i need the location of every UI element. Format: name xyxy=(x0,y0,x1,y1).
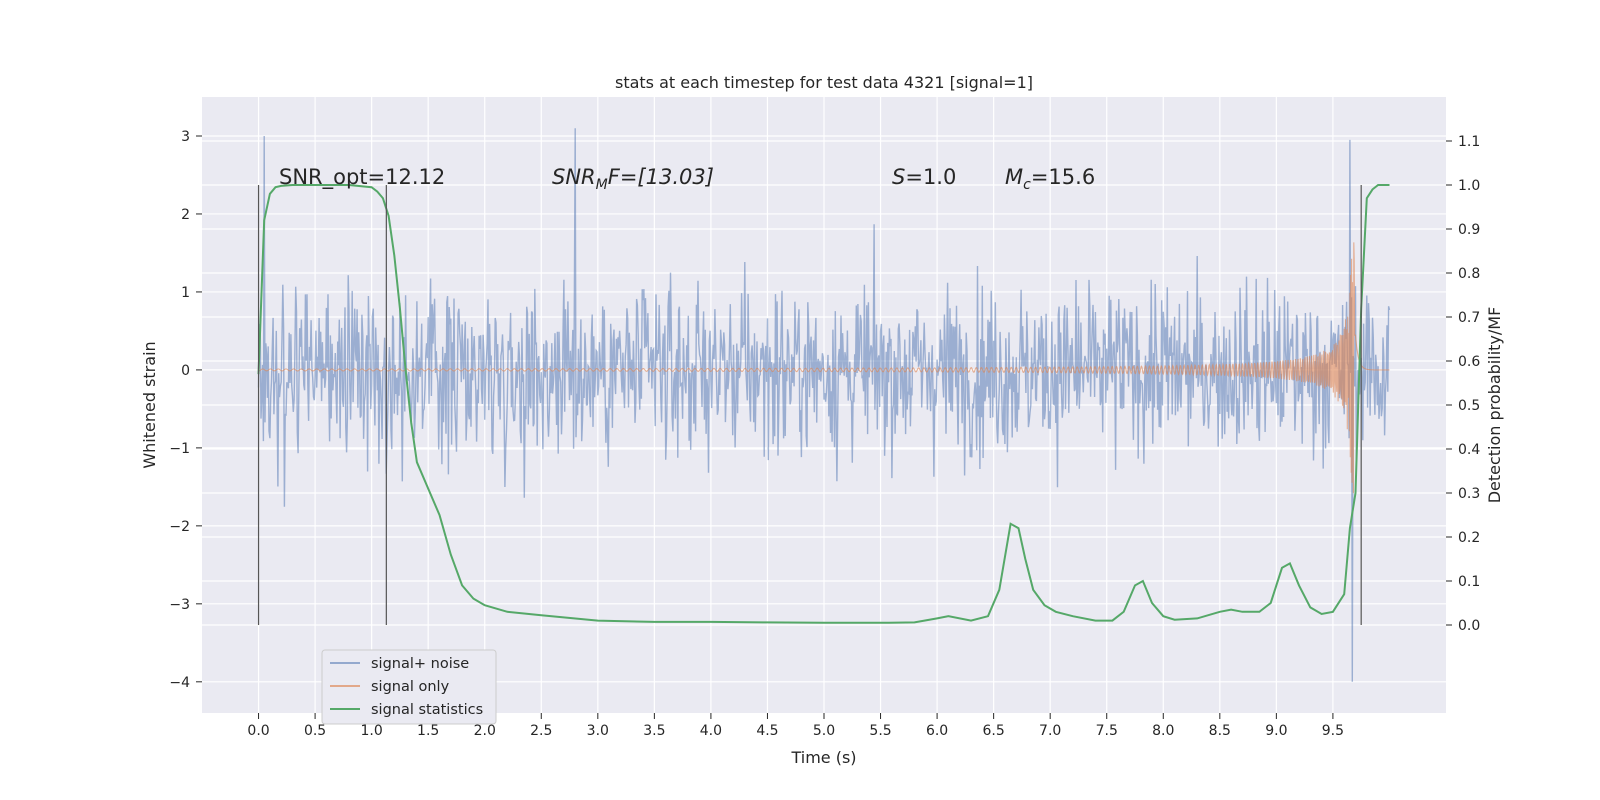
annotation-mc-var: M xyxy=(1005,165,1023,189)
legend-label-signal-only: signal only xyxy=(371,679,450,695)
y-axis-label-left: Whitened strain xyxy=(140,341,159,468)
x-tick-label: 7.0 xyxy=(1039,723,1061,739)
y-right-tick-label: 0.0 xyxy=(1458,618,1480,634)
x-tick-label: 3.5 xyxy=(643,723,665,739)
annotation-s: S=1.0 xyxy=(892,165,956,189)
y-left-tick-label: 2 xyxy=(181,207,190,223)
y-right-tick-label: 0.5 xyxy=(1458,398,1480,414)
x-tick-label: 1.5 xyxy=(417,723,439,739)
y-left-tick-label: 3 xyxy=(181,129,190,145)
series-signal-statistics xyxy=(257,184,1390,624)
y-left-tick-label: 1 xyxy=(181,285,190,301)
y-right-tick-label: 0.3 xyxy=(1458,486,1480,502)
legend: signal+ noise signal only signal statist… xyxy=(321,649,497,725)
annotation-snr-opt: SNR_opt=12.12 xyxy=(279,165,445,190)
y-right-tick-label: 0.4 xyxy=(1458,442,1480,458)
series-layer xyxy=(257,128,1391,682)
series-signal-only xyxy=(258,242,1390,494)
annotation-s-var: S xyxy=(892,165,905,189)
legend-box xyxy=(321,649,497,725)
x-tick-label: 2.0 xyxy=(474,723,496,739)
vlines xyxy=(257,185,1362,625)
x-tick-label: 8.0 xyxy=(1152,723,1174,739)
annotation-snr-mf-part1: SNR xyxy=(552,165,596,189)
x-tick-label: 0.0 xyxy=(247,723,269,739)
series-signal-noise xyxy=(257,128,1391,682)
x-tick-label: 6.5 xyxy=(983,723,1005,739)
y-left-tick-label: −2 xyxy=(169,519,190,535)
y-axis-label-right: Detection probability/MF xyxy=(1485,307,1504,504)
ticks: 0.0 0.5 1.0 1.5 2.0 2.5 3.0 3.5 4.0 4.5 5.0 5.5 6.0 6… xyxy=(169,129,1480,739)
annotation-mc-sub: c xyxy=(1023,177,1031,193)
y-right-tick-label: 0.8 xyxy=(1458,266,1480,282)
legend-label-signal-statistics: signal statistics xyxy=(371,702,483,718)
chart-title: stats at each timestep for test data 432… xyxy=(615,73,1033,92)
x-tick-label: 2.5 xyxy=(530,723,552,739)
y-left-tick-label: −3 xyxy=(169,597,190,613)
x-tick-label: 1.0 xyxy=(361,723,383,739)
x-tick-label: 4.5 xyxy=(756,723,778,739)
y-right-tick-label: 0.2 xyxy=(1458,530,1480,546)
y-right-tick-label: 0.7 xyxy=(1458,310,1480,326)
x-tick-label: 7.5 xyxy=(1096,723,1118,739)
x-tick-label: 6.0 xyxy=(926,723,948,739)
y-right-tick-label: 0.9 xyxy=(1458,222,1480,238)
x-tick-label: 3.0 xyxy=(587,723,609,739)
y-left-tick-label: −1 xyxy=(169,441,190,457)
y-right-tick-label: 1.0 xyxy=(1458,178,1480,194)
y-right-tick-label: 0.1 xyxy=(1458,574,1480,590)
x-tick-label: 4.0 xyxy=(700,723,722,739)
y-right-tick-label: 1.1 xyxy=(1458,134,1480,150)
x-tick-label: 5.0 xyxy=(813,723,835,739)
x-tick-label: 0.5 xyxy=(304,723,326,739)
x-tick-label: 5.5 xyxy=(869,723,891,739)
annotation-mc: Mc=15.6 xyxy=(1005,165,1095,193)
y-left-tick-label: −4 xyxy=(169,675,190,691)
y-right-tick-label: 0.6 xyxy=(1458,354,1480,370)
annotation-snr-mf-sub: M xyxy=(596,177,608,193)
x-tick-label: 9.5 xyxy=(1322,723,1344,739)
annotation-snr-mf: SNRMF=[13.03] xyxy=(552,165,714,193)
x-tick-label: 9.0 xyxy=(1265,723,1287,739)
annotation-snr-mf-part3: F=[13.03] xyxy=(608,165,714,189)
annotation-mc-val: =15.6 xyxy=(1031,165,1095,189)
x-axis-label: Time (s) xyxy=(790,748,856,767)
legend-label-signal-noise: signal+ noise xyxy=(371,656,469,672)
y-left-tick-label: 0 xyxy=(181,363,190,379)
annotation-s-val: =1.0 xyxy=(905,165,956,189)
x-tick-label: 8.5 xyxy=(1209,723,1231,739)
